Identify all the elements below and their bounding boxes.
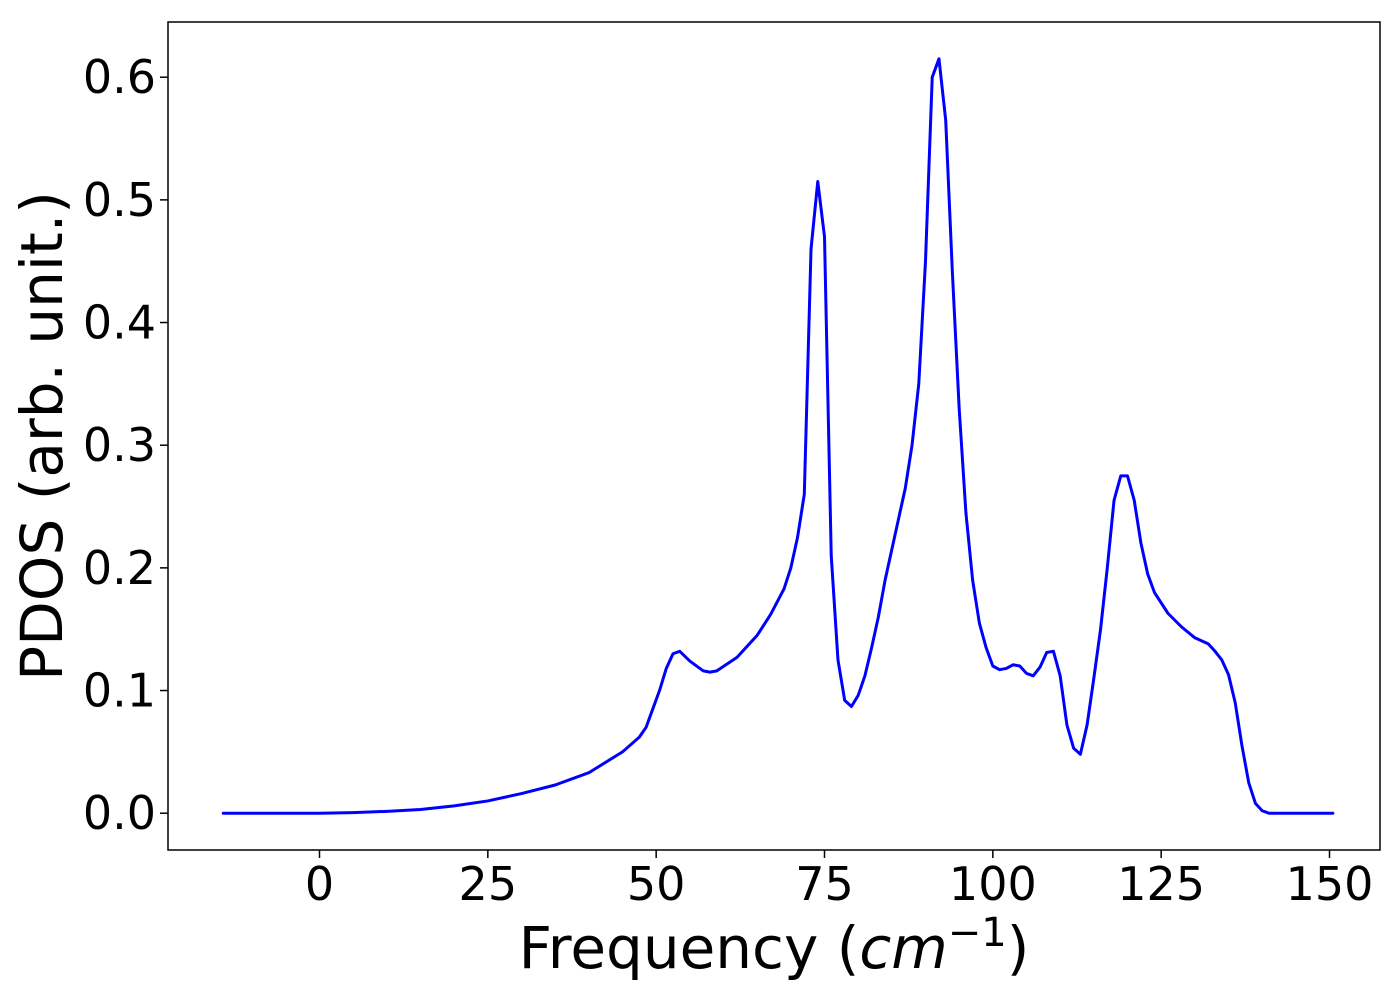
x-tick-label: 75 — [795, 857, 854, 911]
y-tick-label: 0.1 — [83, 664, 156, 718]
x-axis-label-close: ) — [1007, 914, 1030, 982]
y-tick-label: 0.6 — [83, 50, 156, 104]
x-axis-ticks: 0 25 50 75 100 125 150 — [305, 850, 1374, 911]
x-axis-label-math: cm — [859, 914, 947, 982]
x-tick-label: 150 — [1286, 857, 1374, 911]
y-axis-label: PDOS (arb. unit.) — [8, 191, 76, 681]
x-tick-label: 50 — [627, 857, 686, 911]
x-tick-label: 25 — [459, 857, 518, 911]
x-axis-label-text: Frequency ( — [519, 914, 860, 982]
x-tick-label: 125 — [1117, 857, 1205, 911]
x-axis-label: Frequency (cm−1) — [519, 910, 1030, 982]
x-axis-label-exponent: −1 — [948, 910, 1007, 956]
y-tick-label: 0.0 — [83, 786, 156, 840]
plot-area — [167, 21, 1381, 851]
y-tick-label: 0.2 — [83, 541, 156, 595]
x-tick-label: 0 — [305, 857, 334, 911]
y-tick-label: 0.3 — [83, 418, 156, 472]
y-axis-ticks: 0.0 0.1 0.2 0.3 0.4 0.5 0.6 — [83, 50, 168, 840]
y-tick-label: 0.5 — [83, 173, 156, 227]
x-tick-label: 100 — [949, 857, 1037, 911]
pdos-series-line — [221, 57, 1335, 815]
y-tick-label: 0.4 — [83, 296, 156, 350]
